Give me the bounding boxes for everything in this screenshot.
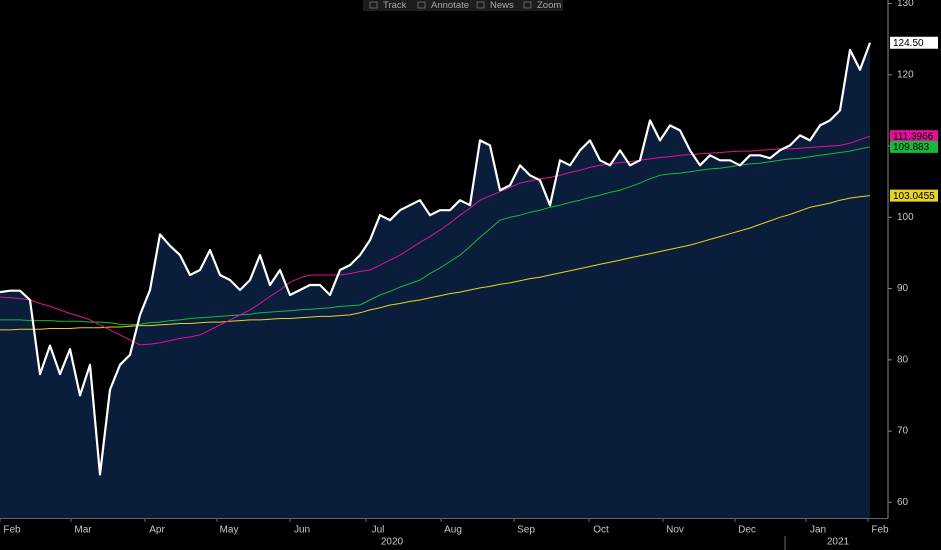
x-tick-label: Aug <box>444 525 462 536</box>
y-tick-label: 90 <box>897 283 909 294</box>
toolbar-item[interactable]: News <box>490 0 514 11</box>
x-tick-label: Sep <box>517 525 535 536</box>
toolbar-item[interactable]: Zoom <box>537 0 561 11</box>
price-line <box>0 42 872 476</box>
year-label: 2021 <box>827 537 850 548</box>
last-value-box <box>890 130 938 143</box>
x-tick-label: Feb <box>3 525 21 536</box>
x-tick-label: Nov <box>666 525 684 536</box>
x-tick-label: Mar <box>74 525 92 536</box>
y-tick-label: 130 <box>897 0 914 9</box>
last-value-label: 109.883 <box>893 142 930 153</box>
toolbar-icon <box>369 1 378 9</box>
toolbar-bg <box>363 0 563 11</box>
y-tick-label: 100 <box>897 212 914 223</box>
toolbar-item[interactable]: Track <box>383 0 407 11</box>
x-tick-label: Apr <box>149 525 165 536</box>
y-tick-label: 120 <box>897 69 914 80</box>
toolbar-item[interactable]: Annotate <box>431 0 469 11</box>
moving-average-line <box>0 135 871 346</box>
last-value-label: 103.0455 <box>893 191 935 202</box>
moving-average-line <box>0 146 871 326</box>
moving-average-line <box>0 195 871 331</box>
year-label: 2020 <box>381 537 404 548</box>
x-tick-label: May <box>220 525 239 536</box>
last-value-label: 124.50 <box>893 38 924 49</box>
toolbar: Track Annotate News Zoom <box>363 0 563 11</box>
price-area <box>0 42 870 519</box>
last-value-label: 111.3966 <box>893 131 934 142</box>
toolbar-icon <box>523 1 532 9</box>
x-tick-label: Dec <box>738 525 756 536</box>
x-tick-label: Feb <box>871 525 889 536</box>
y-tick-label: 70 <box>897 426 909 437</box>
x-tick-label: Oct <box>593 525 609 536</box>
toolbar-icon <box>417 1 426 9</box>
last-value-box <box>890 189 938 202</box>
y-tick-label: 60 <box>897 497 909 508</box>
x-tick-label: Jun <box>294 525 310 536</box>
toolbar-icon <box>476 1 485 9</box>
last-value-box <box>890 36 938 49</box>
last-value-box <box>890 140 938 153</box>
y-tick-label: 80 <box>897 354 909 365</box>
x-tick-label: Jul <box>372 525 385 536</box>
x-tick-label: Jan <box>810 525 826 536</box>
